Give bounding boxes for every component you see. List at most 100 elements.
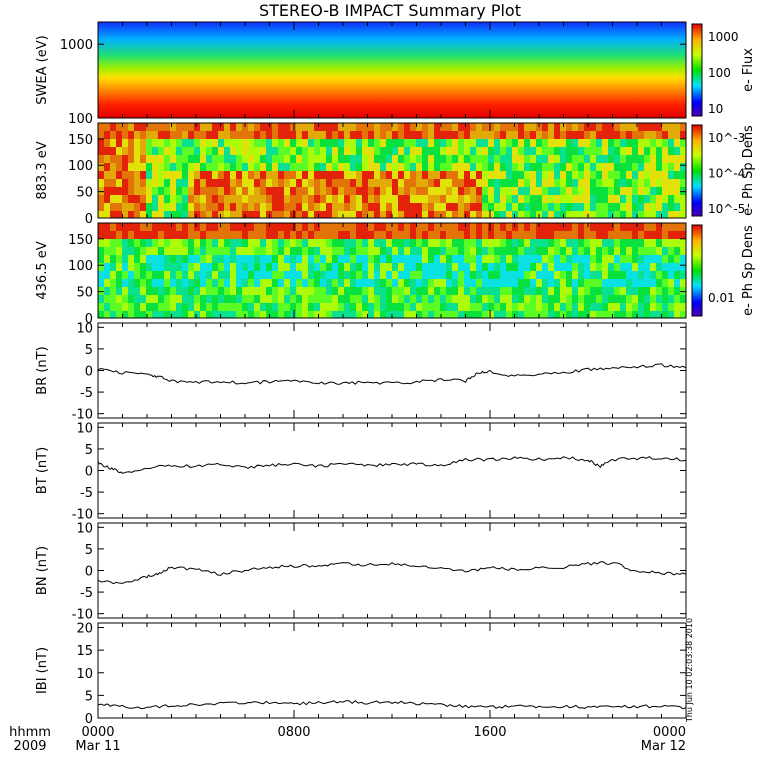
pad883-cell [140,203,146,211]
pad436-cell [272,303,278,311]
pad436-cell [152,311,158,318]
pad436-cell [506,263,512,271]
pad436-cell [242,263,248,271]
pad436-cell [272,279,278,287]
pad883-cell [236,155,242,163]
bmag-ytick-label: 20 [76,622,93,637]
pad436-cell [434,295,440,303]
pad436-cell [548,295,554,303]
pad436-cell [440,295,446,303]
pad883-cell [518,123,524,131]
pad883-cell [608,211,614,218]
pad883-cell [116,139,122,147]
pad883-cell [362,147,368,155]
pad436-cell [464,239,470,247]
pad883-cell [344,171,350,179]
pad436-cell [398,271,404,279]
pad436-cell [674,295,680,303]
pad436-cell [458,263,464,271]
pad436-cell [356,247,362,255]
pad883-cell [116,171,122,179]
pad883-cell [272,171,278,179]
pad436-cell [566,311,572,318]
pad883-cell [572,211,578,218]
pad883-cell [416,155,422,163]
pad436-cell [254,247,260,255]
bt-frame [97,422,687,519]
pad883-cell [506,155,512,163]
pad436-cell [626,231,632,239]
pad883-cell [638,131,644,139]
pad883-cell [572,163,578,171]
pad883-cell [278,163,284,171]
pad436-cell [104,231,110,239]
pad883-cell [452,203,458,211]
pad883-cell [668,147,674,155]
pad883-cell [674,131,680,139]
pad883-cell [608,139,614,147]
pad883-cell [296,147,302,155]
pad436-cell [620,239,626,247]
pad883-cell [590,211,596,218]
pad436-cell [104,239,110,247]
pad883-cell [536,171,542,179]
pad883-cell [116,163,122,171]
pad883-cell [368,187,374,195]
pad883-cell [506,163,512,171]
pad883-cell [536,147,542,155]
pad883-cell [230,195,236,203]
pad883-cell [410,155,416,163]
pad436-cell [644,295,650,303]
pad883-cell [200,163,206,171]
pad883-cell [152,155,158,163]
pad436-cell [254,231,260,239]
pad436-cell [662,239,668,247]
pad883-cell [134,203,140,211]
pad436-cell [398,263,404,271]
pad883-cell [320,163,326,171]
pad883-cell [482,131,488,139]
pad883-cell [344,179,350,187]
pad883-cell [674,187,680,195]
pad436-cell [326,231,332,239]
pad883-cell [392,203,398,211]
pad436-cell [416,311,422,318]
pad436-ytick-label: 50 [76,286,93,301]
pad883-cell [242,179,248,187]
x-axis-label-row1: 0000 [81,725,114,740]
pad436-cell [188,239,194,247]
pad436-cell [356,287,362,295]
pad436-cell [542,231,548,239]
pad436-cell [620,247,626,255]
pad883-cell [278,195,284,203]
pad883-cell [206,171,212,179]
pad883-cell [356,155,362,163]
pad436-cell [500,295,506,303]
pad436-cell [236,223,242,231]
pad883-cell [236,211,242,218]
pad436-cell [608,295,614,303]
pad883-cell [158,123,164,131]
pad436-cell [374,279,380,287]
pad883-cell [602,211,608,218]
pad436-cell [374,263,380,271]
pad436-cell [428,295,434,303]
pad883-cell [170,139,176,147]
pad436-cell [572,303,578,311]
pad436-cell [404,279,410,287]
pad883-cell [386,139,392,147]
pad436-cell [524,303,530,311]
pad883-cell [170,211,176,218]
pad883-cell [128,203,134,211]
pad436-cell [404,311,410,318]
pad436-cell [638,247,644,255]
pad436-cell [452,271,458,279]
pad436-cell [554,287,560,295]
pad883-cell [674,171,680,179]
pad436-cell [356,239,362,247]
pad436-cell [206,295,212,303]
bmag-ylabel: IBI (nT) [35,647,50,694]
pad883-cell [374,179,380,187]
pad883-cell [308,139,314,147]
pad436-cell [590,231,596,239]
